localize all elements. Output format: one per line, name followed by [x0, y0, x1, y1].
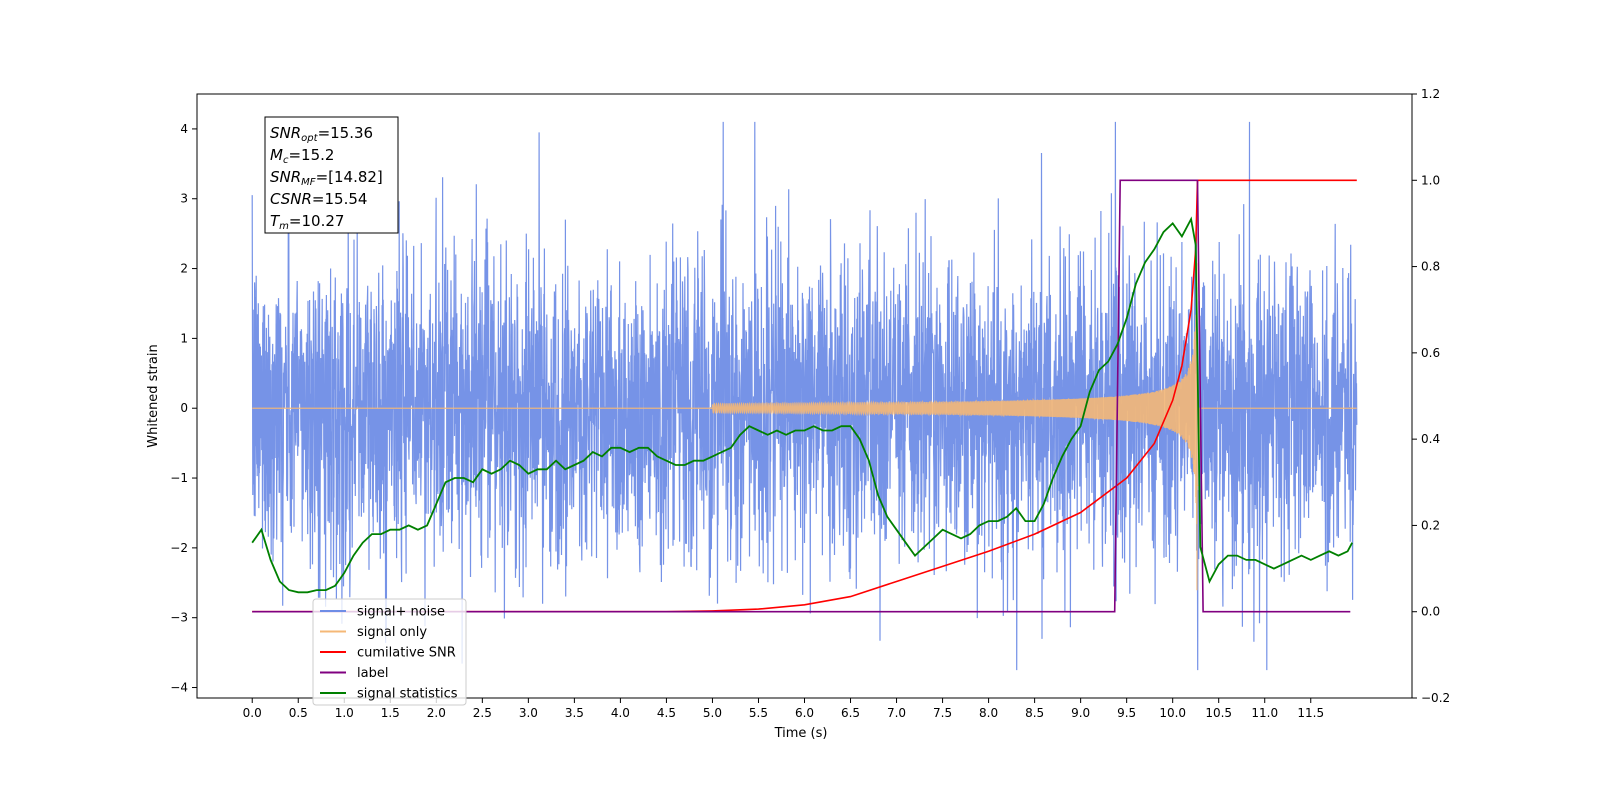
y-tick-label: 3 [180, 192, 188, 206]
series-label-line [252, 179, 1351, 613]
y-right-tick-label: −0.2 [1421, 691, 1450, 705]
y-right-tick-label: 1.0 [1421, 173, 1440, 187]
x-tick-label: 1.0 [335, 706, 354, 720]
y-tick-label: −1 [170, 471, 188, 485]
legend-label: label [357, 666, 388, 681]
legend: signal+ noise signal only cumilative SNR la… [312, 598, 467, 706]
x-tick-label: 1.5 [381, 706, 400, 720]
y-tick-label: −4 [170, 681, 188, 695]
y-tick-label: −3 [170, 611, 188, 625]
x-tick-label: 4.5 [657, 706, 676, 720]
legend-label: cumilative SNR [357, 646, 456, 661]
x-tick-label: 2.0 [427, 706, 446, 720]
x-tick-label: 10.0 [1159, 706, 1186, 720]
y-tick-label: −2 [170, 541, 188, 555]
legend-label: signal only [357, 625, 427, 640]
x-tick-label: 6.5 [841, 706, 860, 720]
x-tick-label: 10.5 [1205, 706, 1232, 720]
series-cumilative-snr-line [252, 179, 1357, 613]
annotation-line: Mc=15.2 [270, 146, 334, 166]
x-tick-label: 7.0 [887, 706, 906, 720]
plot-area [251, 121, 1358, 671]
x-tick-label: 11.0 [1251, 706, 1278, 720]
y-right-tick-label: 0.4 [1421, 432, 1440, 446]
x-tick-label: 8.0 [979, 706, 998, 720]
y-right-tick-label: 0.8 [1421, 260, 1440, 274]
y-right-tick-label: 0.6 [1421, 346, 1440, 360]
y-right-tick-label: 0.0 [1421, 605, 1440, 619]
x-tick-label: 7.5 [933, 706, 952, 720]
x-axis: 0.0 0.5 1.0 1.5 2.0 2.5 3.0 3.5 4.0 4.5 5.0 5.5 6.0 6… [243, 698, 1324, 720]
x-axis-label: Time (s) [774, 726, 828, 741]
series-signal-statistics-line [251, 216, 1353, 594]
legend-label: signal+ noise [357, 605, 445, 620]
x-tick-label: 3.0 [519, 706, 538, 720]
y-axis-right: −0.2 0.0 0.2 0.4 0.6 0.8 1.0 1.2 [1412, 87, 1450, 705]
x-tick-label: 3.5 [565, 706, 584, 720]
y-tick-label: 2 [180, 262, 188, 276]
y-right-tick-label: 0.2 [1421, 518, 1440, 532]
legend-label: signal statistics [357, 687, 458, 702]
annotation-line: Tm=10.27 [270, 212, 344, 232]
series-signal-noise-line [251, 121, 1358, 671]
x-tick-label: 6.0 [795, 706, 814, 720]
y-tick-label: 1 [180, 331, 188, 345]
annotation-line: CSNR=15.54 [270, 190, 367, 208]
y-tick-label: 0 [180, 401, 188, 415]
x-tick-label: 9.0 [1071, 706, 1090, 720]
x-tick-label: 11.5 [1297, 706, 1324, 720]
x-tick-label: 4.0 [611, 706, 630, 720]
x-tick-label: 0.5 [289, 706, 308, 720]
x-tick-label: 8.5 [1025, 706, 1044, 720]
y-axis-left: −4 −3 −2 −1 0 1 2 3 4 [170, 122, 197, 695]
x-tick-label: 2.5 [473, 706, 492, 720]
annotation-line: SNRMF=[14.82] [270, 168, 383, 188]
x-tick-label: 9.5 [1117, 706, 1136, 720]
y-right-tick-label: 1.2 [1421, 87, 1440, 101]
y-tick-label: 4 [180, 122, 188, 136]
x-tick-label: 5.0 [703, 706, 722, 720]
annotation-line: SNRopt=15.36 [270, 124, 373, 144]
x-tick-label: 0.0 [243, 706, 262, 720]
y-axis-label: Whitened strain [146, 344, 161, 447]
x-tick-label: 5.5 [749, 706, 768, 720]
series-signal-only-line [252, 263, 1357, 591]
